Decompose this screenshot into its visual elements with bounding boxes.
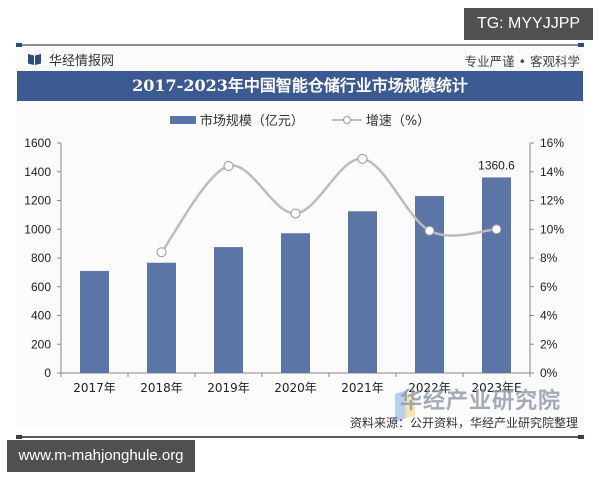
x-tick: 2018年	[140, 381, 183, 395]
top-divider	[16, 43, 584, 47]
y-right-tick: 10%	[540, 222, 564, 236]
watermark: 华经产业研究院	[400, 389, 562, 414]
y-right-tick: 8%	[540, 251, 558, 265]
site-url-badge: www.m-mahjonghule.org	[7, 440, 195, 472]
y-left-tick: 600	[31, 280, 51, 294]
x-tick: 2019年	[207, 381, 250, 395]
legend: 市场规模（亿元） 增速（%）	[0, 110, 600, 129]
growth-marker	[223, 161, 234, 171]
y-left-tick: 0	[44, 366, 51, 380]
y-left-tick: 400	[31, 309, 51, 323]
bar	[214, 247, 243, 373]
y-right-tick: 0%	[540, 366, 558, 380]
y-right-tick: 4%	[540, 309, 558, 323]
y-left-tick: 800	[31, 251, 51, 265]
growth-marker	[290, 208, 301, 219]
brand-name: 华经情报网	[49, 54, 115, 69]
y-left-tick: 1400	[24, 165, 51, 179]
source-note: 资料来源：公开资料，华经产业研究院整理	[349, 416, 578, 430]
bar-swatch-icon	[169, 115, 196, 124]
x-tick: 2022年	[408, 381, 451, 395]
chart-title: 2017-2023年中国智能仓储行业市场规模统计	[17, 71, 583, 101]
bar	[482, 177, 511, 373]
y-right-tick: 14%	[540, 165, 564, 179]
y-right-tick: 6%	[540, 280, 558, 294]
bar	[281, 233, 310, 373]
y-left-tick: 1000	[24, 222, 51, 236]
data-label: 1360.6	[478, 158, 515, 172]
slogan: 专业严谨 • 客观科学	[464, 54, 580, 69]
x-tick: 2020年	[274, 381, 317, 395]
growth-marker	[424, 225, 435, 236]
y-left-tick: 1600	[24, 136, 51, 150]
tg-badge: TG: MYYJJPP	[464, 8, 593, 40]
growth-marker	[357, 153, 368, 164]
y-right-tick: 12%	[540, 194, 564, 208]
legend-item-market-size: 市场规模（亿元）	[169, 110, 304, 129]
bar	[80, 270, 109, 373]
y-left-tick: 200	[31, 337, 51, 351]
book-logo-icon	[28, 54, 41, 65]
watermark-logo-icon	[395, 390, 417, 422]
bar	[415, 196, 444, 373]
y-right-tick: 2%	[540, 337, 558, 351]
bottom-divider	[16, 435, 584, 439]
brand: 华经情报网	[28, 50, 114, 69]
growth-marker	[491, 224, 502, 235]
bars	[80, 177, 511, 373]
x-tick: 2021年	[341, 381, 384, 395]
x-tick: 2023年E	[471, 381, 521, 395]
y-left-tick: 1200	[24, 194, 51, 208]
bar	[348, 211, 377, 373]
growth-line	[156, 153, 502, 258]
bar	[147, 262, 176, 373]
y-right-tick: 16%	[540, 136, 564, 150]
growth-marker	[156, 247, 167, 258]
axis-labels: 0 200 400 600 800 1000 1200 1400 1600 0% 2% 4% 6% 8% 1…	[24, 136, 564, 395]
legend-item-growth: 增速（%）	[331, 110, 430, 129]
line-marker-icon	[331, 115, 362, 124]
x-tick: 2017年	[73, 381, 116, 395]
